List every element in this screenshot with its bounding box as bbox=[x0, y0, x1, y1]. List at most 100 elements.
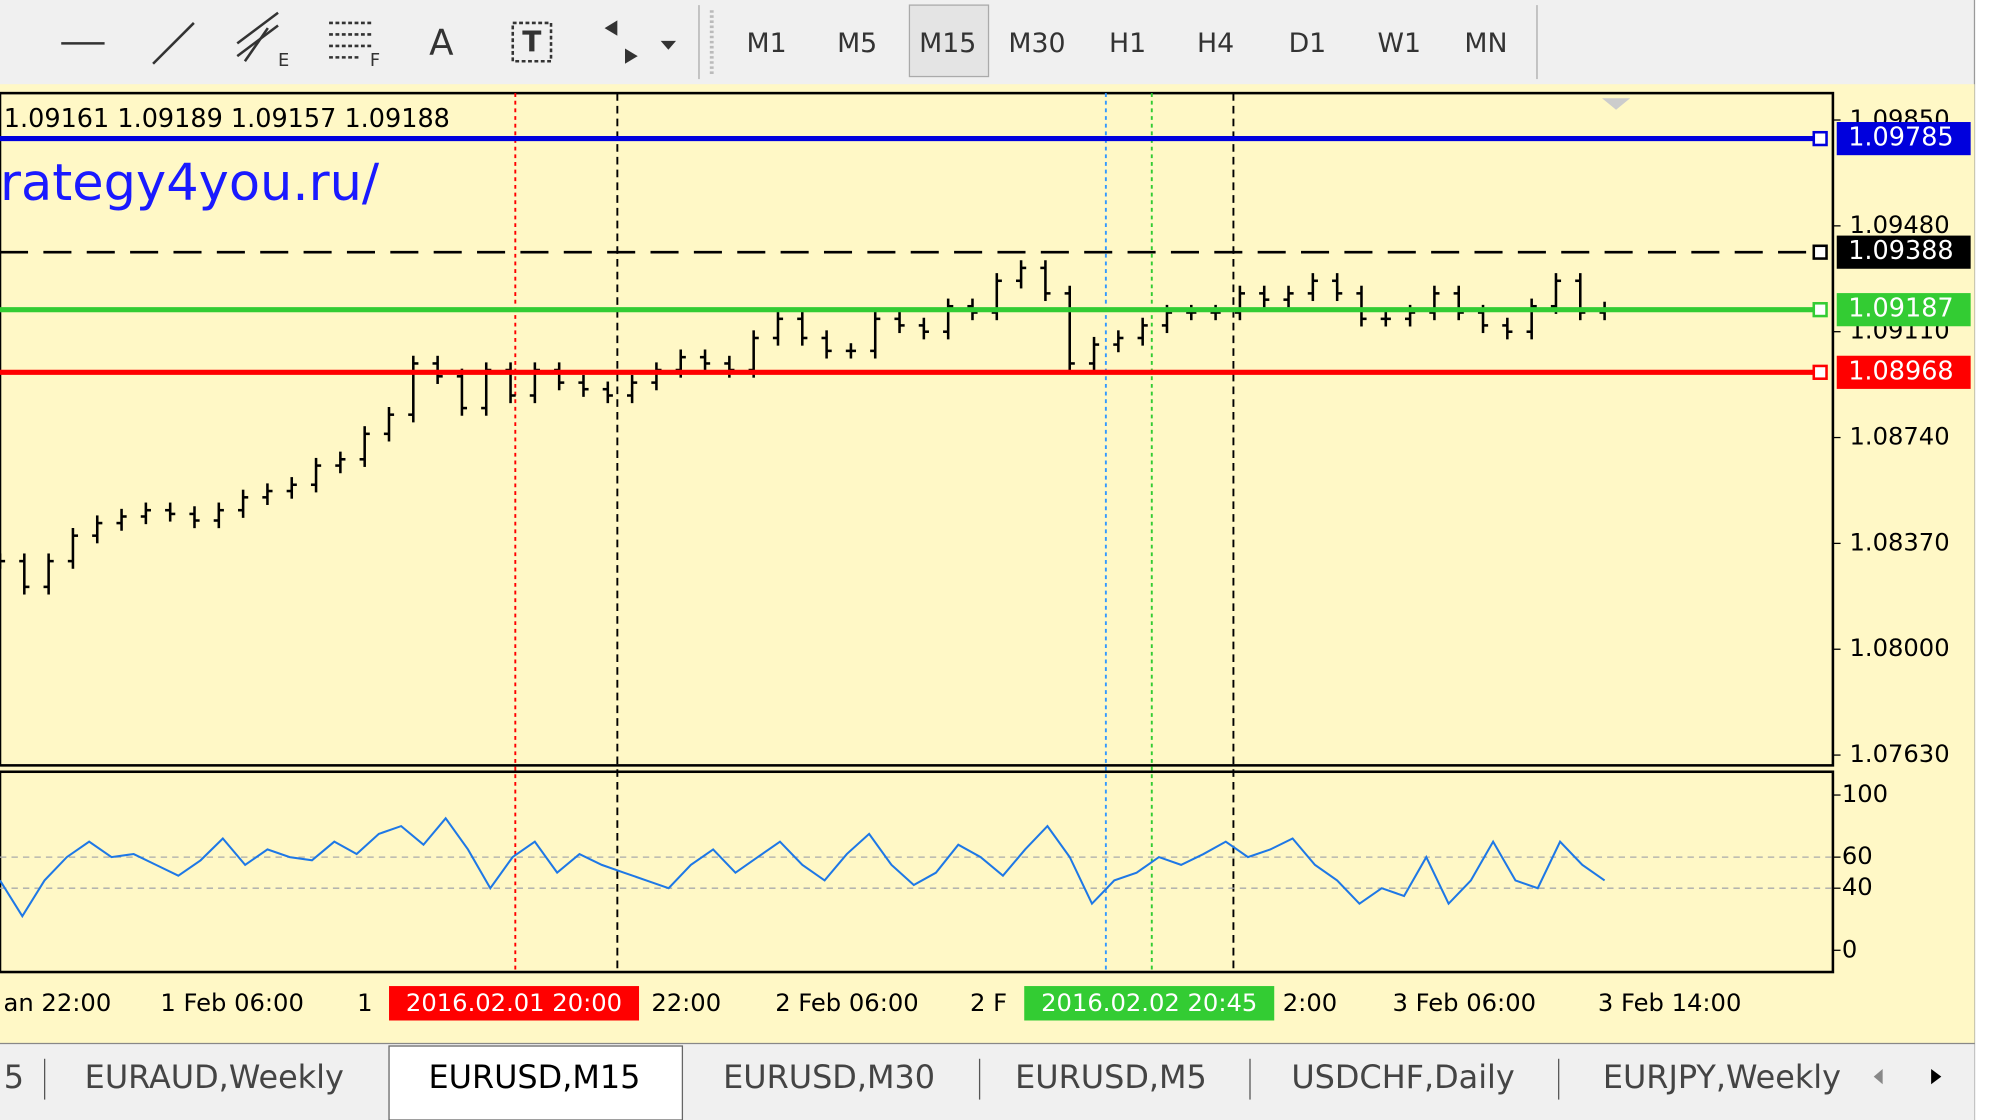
price-bar bbox=[19, 553, 30, 595]
rsi-tick-label: 100 bbox=[1842, 780, 1888, 808]
time-label: 2 Feb 06:00 bbox=[775, 989, 918, 1017]
time-marker-box bbox=[1024, 986, 1275, 1021]
channel-tool[interactable] bbox=[236, 11, 279, 62]
tab[interactable]: 5 bbox=[4, 1058, 24, 1096]
price-bar bbox=[918, 317, 929, 340]
timeframe-button[interactable]: H4 bbox=[1197, 28, 1234, 59]
time-marker: 2016.02.01 20:00 bbox=[406, 989, 622, 1017]
tab-bar bbox=[0, 1043, 1975, 1120]
level-label: 1.09187 bbox=[1848, 294, 1953, 324]
price-bar bbox=[1429, 285, 1440, 321]
price-bar bbox=[1137, 317, 1148, 346]
y-tick-label: 1.08740 bbox=[1849, 423, 1949, 451]
time-label: 2:00 bbox=[1283, 989, 1337, 1017]
price-bar bbox=[286, 477, 297, 499]
ohlc-info: 1.09161 1.09189 1.09157 1.09188 bbox=[4, 104, 450, 134]
tool-subscript: F bbox=[370, 50, 380, 71]
price-bar bbox=[140, 502, 151, 525]
level-label-box bbox=[1836, 122, 1971, 156]
indicator-panel bbox=[0, 770, 1835, 974]
rsi-tick-label: 60 bbox=[1842, 842, 1873, 870]
time-label: 1 Feb 06:00 bbox=[160, 989, 303, 1017]
level-handle[interactable] bbox=[1812, 302, 1828, 318]
price-bar bbox=[1064, 285, 1075, 372]
price-bar bbox=[627, 374, 638, 404]
rsi-line bbox=[0, 816, 1606, 919]
price-bar bbox=[43, 553, 54, 595]
price-bar bbox=[991, 273, 1002, 321]
main-panel bbox=[0, 91, 1835, 767]
price-bar bbox=[1259, 285, 1270, 308]
time-label: 22:00 bbox=[651, 989, 721, 1017]
scroll-marker bbox=[1602, 98, 1631, 110]
price-bar bbox=[870, 311, 881, 359]
level-label: 1.09388 bbox=[1848, 236, 1953, 266]
time-label: an 22:00 bbox=[4, 989, 112, 1017]
tab-scroll-left[interactable] bbox=[1873, 1068, 1883, 1085]
chart-window bbox=[0, 84, 1975, 1044]
timeframe-button[interactable]: M5 bbox=[837, 28, 877, 59]
tab[interactable]: EURJPY,Weekly bbox=[1603, 1058, 1841, 1096]
price-bar bbox=[310, 457, 322, 493]
arrows-tool[interactable] bbox=[604, 20, 677, 64]
timeframe-button[interactable]: M1 bbox=[747, 28, 787, 59]
tab-scroll-right[interactable] bbox=[1931, 1068, 1942, 1085]
price-bar bbox=[602, 381, 613, 404]
price-bar bbox=[1088, 336, 1100, 372]
tab[interactable]: EURUSD,M30 bbox=[723, 1058, 935, 1096]
price-bar bbox=[1453, 285, 1464, 321]
time-marker-box bbox=[389, 986, 640, 1021]
price-bar bbox=[238, 489, 249, 518]
price-bar bbox=[189, 506, 200, 529]
level-label: 1.09785 bbox=[1848, 123, 1953, 153]
level-label: 1.08968 bbox=[1848, 356, 1953, 386]
time-label: 3 Feb 06:00 bbox=[1393, 989, 1536, 1017]
price-bar bbox=[1575, 273, 1586, 321]
price-bar bbox=[213, 502, 224, 529]
level-handle[interactable] bbox=[1812, 130, 1828, 147]
time-label: 1 bbox=[357, 989, 372, 1017]
timeframe-button[interactable]: MN bbox=[1464, 28, 1507, 59]
timeframe-button[interactable]: H1 bbox=[1109, 28, 1146, 59]
textlabel-icon: T bbox=[522, 25, 541, 58]
tab[interactable]: USDCHF,Daily bbox=[1291, 1058, 1514, 1096]
time-label: 3 Feb 14:00 bbox=[1598, 989, 1741, 1017]
tool-subscript: E bbox=[278, 50, 289, 71]
timeframe-button[interactable]: M30 bbox=[1008, 28, 1065, 59]
price-bar bbox=[335, 451, 346, 474]
active-tab bbox=[388, 1045, 684, 1120]
tab[interactable]: EURUSD,M5 bbox=[1015, 1058, 1207, 1096]
price-bar bbox=[894, 311, 905, 334]
level-handle[interactable] bbox=[1812, 364, 1828, 380]
y-tick-label: 1.07630 bbox=[1849, 740, 1949, 768]
level-label-box bbox=[1836, 235, 1971, 269]
fibo-tool[interactable] bbox=[329, 21, 373, 59]
price-bar bbox=[797, 311, 808, 346]
textlabel-tool[interactable] bbox=[511, 21, 553, 63]
time-label: 2 F bbox=[970, 989, 1007, 1017]
timeframe-button[interactable]: W1 bbox=[1377, 28, 1420, 59]
text-tool[interactable]: A bbox=[429, 23, 454, 64]
price-bar bbox=[262, 483, 273, 505]
timeframe-button[interactable]: M15 bbox=[919, 28, 976, 59]
price-bar bbox=[943, 298, 954, 340]
price-bar bbox=[699, 349, 711, 372]
price-bar bbox=[92, 515, 103, 544]
price-bar bbox=[1113, 330, 1124, 353]
price-bar bbox=[0, 553, 6, 569]
level-handle[interactable] bbox=[1812, 244, 1828, 260]
trendline-tool[interactable] bbox=[152, 22, 195, 65]
tab[interactable]: EURUSD,M15 bbox=[428, 1058, 640, 1096]
price-bar bbox=[1332, 273, 1343, 302]
rsi-tick-label: 40 bbox=[1842, 873, 1873, 901]
price-bar bbox=[845, 343, 857, 359]
price-bar bbox=[1356, 285, 1367, 327]
time-marker: 2016.02.02 20:45 bbox=[1041, 989, 1257, 1017]
window-edge bbox=[1974, 0, 2000, 1120]
y-tick-label: 1.08370 bbox=[1849, 528, 1949, 556]
price-bar bbox=[1380, 311, 1391, 327]
timeframe-button[interactable]: D1 bbox=[1289, 28, 1327, 59]
tab[interactable]: EURAUD,Weekly bbox=[85, 1058, 344, 1096]
